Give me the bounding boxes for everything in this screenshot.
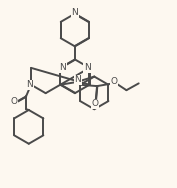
Text: O: O <box>11 97 18 106</box>
Text: O: O <box>111 77 118 86</box>
Text: N: N <box>84 63 91 72</box>
Text: N: N <box>59 63 66 72</box>
Text: N: N <box>72 8 78 17</box>
Text: N: N <box>26 80 33 89</box>
Text: N: N <box>75 75 81 84</box>
Text: O: O <box>92 99 99 108</box>
